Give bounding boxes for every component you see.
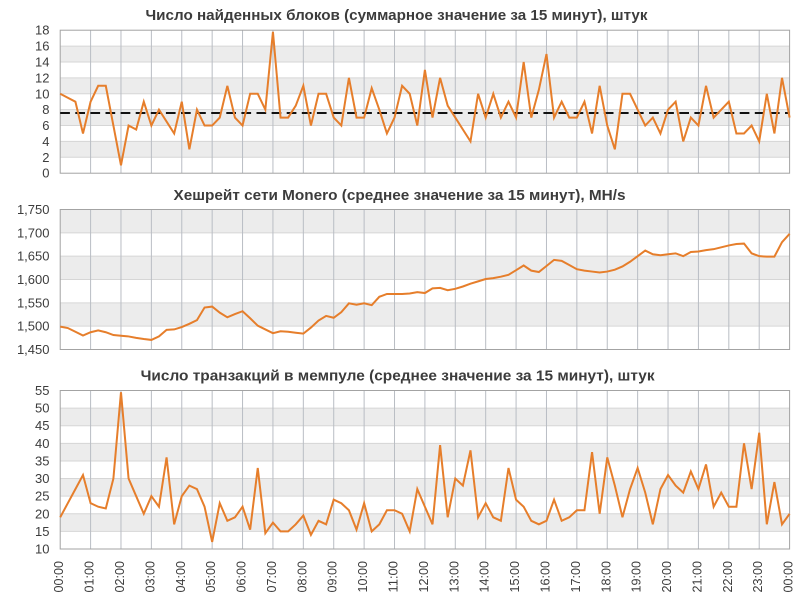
svg-text:17:00: 17:00	[569, 561, 583, 593]
svg-text:55: 55	[35, 383, 49, 398]
svg-text:1,600: 1,600	[17, 272, 50, 287]
svg-text:Хешрейт сети Monero (среднее з: Хешрейт сети Monero (среднее значение за…	[174, 187, 626, 204]
svg-text:08:00: 08:00	[295, 561, 309, 593]
svg-text:1,650: 1,650	[17, 249, 50, 264]
svg-text:1,550: 1,550	[17, 295, 50, 310]
svg-text:1,450: 1,450	[17, 342, 50, 357]
svg-text:13:00: 13:00	[447, 561, 461, 593]
svg-text:40: 40	[35, 436, 49, 451]
svg-text:50: 50	[35, 401, 49, 416]
svg-text:0: 0	[42, 166, 49, 181]
svg-text:01:00: 01:00	[83, 561, 97, 593]
svg-text:1,750: 1,750	[17, 202, 50, 217]
svg-text:14: 14	[35, 54, 49, 69]
svg-text:11:00: 11:00	[387, 561, 401, 593]
svg-text:12:00: 12:00	[417, 561, 431, 593]
svg-text:04:00: 04:00	[174, 561, 188, 593]
svg-text:18:00: 18:00	[599, 561, 613, 593]
svg-text:30: 30	[35, 471, 49, 486]
svg-text:07:00: 07:00	[265, 561, 279, 593]
svg-text:25: 25	[35, 489, 49, 504]
svg-text:2: 2	[42, 150, 49, 165]
svg-text:6: 6	[42, 118, 49, 133]
svg-text:22:00: 22:00	[721, 561, 735, 593]
svg-text:8: 8	[42, 102, 49, 117]
svg-text:10: 10	[35, 86, 49, 101]
svg-text:19:00: 19:00	[630, 561, 644, 593]
svg-text:23:00: 23:00	[751, 561, 765, 593]
svg-text:1,500: 1,500	[17, 319, 50, 334]
svg-text:45: 45	[35, 418, 49, 433]
svg-text:15: 15	[35, 524, 49, 539]
svg-text:10:00: 10:00	[356, 561, 370, 593]
svg-text:16:00: 16:00	[538, 561, 552, 593]
svg-text:15:00: 15:00	[508, 561, 522, 593]
svg-text:09:00: 09:00	[326, 561, 340, 593]
svg-text:21:00: 21:00	[690, 561, 704, 593]
svg-text:14:00: 14:00	[478, 561, 492, 593]
svg-text:05:00: 05:00	[204, 561, 218, 593]
svg-text:16: 16	[35, 39, 49, 54]
svg-text:00:00: 00:00	[52, 561, 66, 593]
svg-text:00:00: 00:00	[782, 561, 796, 593]
svg-text:35: 35	[35, 453, 49, 468]
svg-text:03:00: 03:00	[143, 561, 157, 593]
svg-text:4: 4	[42, 134, 49, 149]
svg-text:06:00: 06:00	[235, 561, 249, 593]
svg-text:10: 10	[35, 542, 49, 557]
svg-text:Число найденных блоков (суммар: Число найденных блоков (суммарное значен…	[146, 7, 648, 24]
svg-text:02:00: 02:00	[113, 561, 127, 593]
svg-text:20: 20	[35, 506, 49, 521]
svg-text:20:00: 20:00	[660, 561, 674, 593]
svg-text:18: 18	[35, 23, 49, 38]
svg-text:1,700: 1,700	[17, 225, 50, 240]
svg-text:12: 12	[35, 70, 49, 85]
svg-text:Число транзакций в мемпуле (ср: Число транзакций в мемпуле (среднее знач…	[141, 368, 655, 385]
